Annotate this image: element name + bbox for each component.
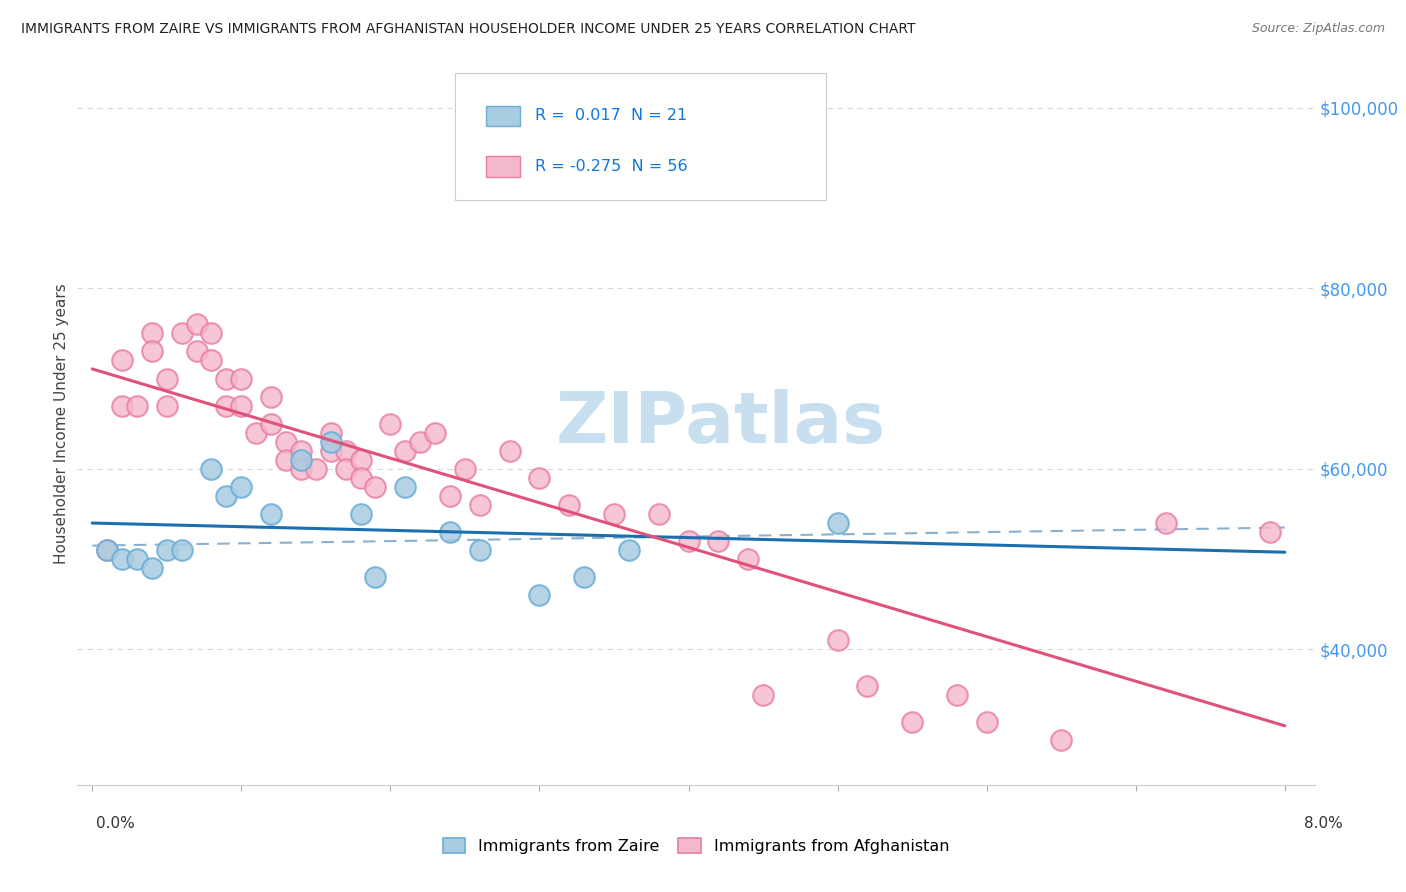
Text: 0.0%: 0.0% (96, 816, 135, 831)
Point (380, 417, 402, 431)
Point (901, 714, 924, 729)
Point (96, 543, 118, 558)
Point (231, 480, 253, 494)
Point (290, 453, 312, 467)
Point (946, 688, 969, 702)
Point (529, 471, 551, 485)
Point (186, 318, 208, 332)
Point (290, 462, 312, 476)
Point (125, 399, 148, 413)
Legend: Immigrants from Zaire, Immigrants from Afghanistan: Immigrants from Zaire, Immigrants from A… (436, 831, 956, 860)
FancyBboxPatch shape (485, 106, 520, 126)
Point (678, 534, 700, 549)
Point (617, 543, 640, 558)
Point (364, 570, 387, 584)
Point (260, 390, 283, 404)
Point (439, 489, 461, 503)
Point (572, 570, 595, 584)
Point (1154, 516, 1177, 530)
Point (827, 633, 849, 648)
Point (319, 443, 342, 458)
Point (305, 462, 328, 476)
FancyBboxPatch shape (454, 73, 825, 200)
Point (156, 543, 179, 558)
Text: R = -0.275  N = 56: R = -0.275 N = 56 (536, 159, 688, 174)
Point (394, 480, 416, 494)
Point (409, 434, 432, 449)
Point (364, 480, 387, 494)
Point (707, 534, 730, 549)
Point (319, 434, 342, 449)
Point (141, 326, 163, 341)
Point (245, 425, 267, 440)
Point (439, 524, 461, 539)
Point (156, 399, 179, 413)
Text: ZIPatlas: ZIPatlas (555, 389, 886, 458)
Point (856, 679, 879, 693)
Point (290, 443, 312, 458)
Point (1258, 524, 1281, 539)
Text: IMMIGRANTS FROM ZAIRE VS IMMIGRANTS FROM AFGHANISTAN HOUSEHOLDER INCOME UNDER 25: IMMIGRANTS FROM ZAIRE VS IMMIGRANTS FROM… (21, 22, 915, 37)
Point (141, 561, 163, 575)
Point (111, 353, 134, 368)
FancyBboxPatch shape (485, 156, 520, 177)
Y-axis label: Householder Income Under 25 years: Householder Income Under 25 years (53, 284, 69, 564)
Point (215, 399, 238, 413)
Point (96, 543, 118, 558)
Point (170, 326, 193, 341)
Point (186, 344, 208, 359)
Point (349, 453, 371, 467)
Point (827, 516, 849, 530)
Point (647, 507, 669, 521)
Point (468, 543, 491, 558)
Point (603, 507, 626, 521)
Point (170, 543, 193, 558)
Point (141, 344, 163, 359)
Point (274, 453, 297, 467)
Point (260, 417, 283, 431)
Point (231, 399, 253, 413)
Point (454, 462, 477, 476)
Point (215, 371, 238, 385)
Point (737, 552, 759, 566)
Point (394, 443, 416, 458)
Point (498, 443, 520, 458)
Point (319, 425, 342, 440)
Point (976, 714, 998, 729)
Text: R =  0.017  N = 21: R = 0.017 N = 21 (536, 109, 688, 123)
Point (752, 688, 775, 702)
Point (558, 498, 581, 512)
Point (111, 399, 134, 413)
Point (215, 489, 238, 503)
Text: 8.0%: 8.0% (1303, 816, 1343, 831)
Text: Source: ZipAtlas.com: Source: ZipAtlas.com (1251, 22, 1385, 36)
Point (260, 507, 283, 521)
Point (349, 471, 371, 485)
Point (468, 498, 491, 512)
Point (200, 326, 222, 341)
Point (349, 507, 371, 521)
Point (125, 552, 148, 566)
Point (111, 552, 134, 566)
Point (529, 588, 551, 602)
Point (231, 371, 253, 385)
Point (200, 353, 222, 368)
Point (335, 462, 357, 476)
Point (156, 371, 179, 385)
Point (200, 462, 222, 476)
Point (335, 443, 357, 458)
Point (274, 434, 297, 449)
Point (423, 425, 446, 440)
Point (1050, 732, 1073, 747)
